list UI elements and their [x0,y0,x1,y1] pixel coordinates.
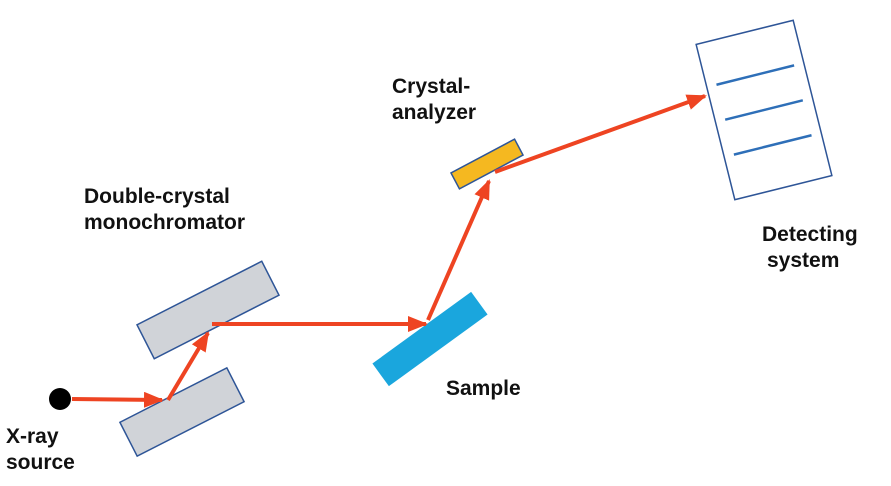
beam-source-to-mono [71,391,164,408]
detector [695,19,833,201]
detector-label: Detecting system [762,222,858,274]
monochromator-label: Double-crystal monochromator [84,184,245,236]
monochromator-label-line2: monochromator [84,211,246,234]
xray-source-dot [49,388,71,410]
beam-sample-to-analyzer [426,179,491,321]
analyzer-label-line1: Crystal- [392,75,471,98]
monochromator-label-line1: Double-crystal [84,185,230,208]
source-label-line2: source [6,451,75,474]
monochromator-crystal-lower [118,366,246,458]
analyzer-label-line2: analyzer [392,101,477,124]
sample-plate [372,291,488,387]
beam-mono-bounce [166,331,210,402]
beam-analyzer-to-detector [494,94,707,174]
source-label-line1: X-ray [6,425,59,448]
detector-label-line2: system [767,249,840,272]
sample-label-text: Sample [446,377,521,400]
monochromator-crystal-upper [135,260,281,360]
analyzer-label: Crystal- analyzer [392,74,476,126]
source-label: X-ray source [6,424,75,476]
sample-label: Sample [446,376,521,402]
detector-label-line1: Detecting [762,223,858,246]
crystal-analyzer [449,138,525,190]
